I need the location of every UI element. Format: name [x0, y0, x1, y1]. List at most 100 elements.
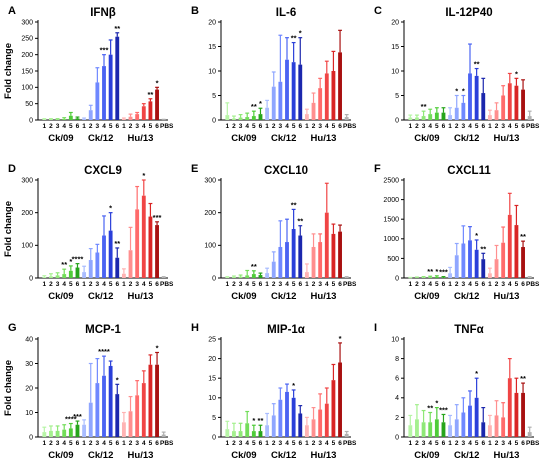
x-tick-label: 2	[89, 440, 93, 447]
x-tick-label: 4	[142, 281, 146, 288]
bar	[95, 82, 100, 120]
x-tick-label: 6	[521, 440, 525, 447]
y-tick-label: 10	[391, 68, 399, 75]
group-label: Ck/12	[454, 133, 479, 144]
bar	[148, 216, 153, 278]
bar	[527, 116, 532, 120]
bar	[311, 102, 316, 120]
bar	[291, 62, 296, 120]
x-tick-label: 1	[448, 440, 452, 447]
significance-marker: **	[520, 374, 526, 383]
y-tick-label: 25	[208, 336, 216, 343]
significance-marker: **	[427, 267, 433, 276]
y-tick-label: 50	[25, 101, 33, 108]
bar	[514, 225, 519, 278]
x-tick-label: 6	[338, 123, 342, 130]
bar	[141, 383, 146, 437]
x-tick-label: 5	[332, 440, 336, 447]
x-tick-label: 6	[76, 123, 80, 130]
group-label: Ck/12	[88, 291, 113, 302]
bar	[108, 230, 113, 278]
panel-letter: D	[8, 163, 16, 175]
x-tick-label: 2	[89, 123, 93, 130]
significance-marker: ***	[73, 412, 82, 421]
x-tick-label: 3	[318, 281, 322, 288]
bar	[494, 110, 499, 120]
bar	[527, 432, 532, 437]
group-label: Ck/09	[231, 291, 256, 302]
y-tick-label: 4	[395, 395, 399, 402]
bar	[311, 419, 316, 437]
bar	[232, 431, 236, 437]
bar	[55, 430, 60, 437]
x-tick-label: 4	[428, 281, 432, 288]
x-tick-label: PBS	[160, 123, 174, 130]
bar	[285, 242, 289, 278]
panel-letter: B	[191, 5, 199, 17]
bar	[285, 59, 289, 120]
x-tick-label: 6	[115, 281, 119, 288]
significance-marker: ***	[439, 268, 448, 277]
bar	[115, 394, 120, 437]
bar	[271, 261, 276, 278]
bar	[278, 246, 283, 278]
y-tick-label: 2500	[383, 177, 399, 184]
x-tick-label: 1	[122, 123, 126, 130]
bar	[88, 110, 93, 120]
bar	[415, 419, 419, 437]
significance-marker: *	[156, 78, 159, 87]
x-tick-label: 4	[325, 440, 329, 447]
significance-marker: *	[69, 257, 72, 266]
bar	[441, 112, 446, 120]
bar	[108, 365, 113, 437]
bar	[75, 118, 80, 120]
bar	[258, 431, 263, 437]
group-label: Hu/13	[494, 133, 520, 144]
x-tick-label: PBS	[526, 440, 540, 447]
bar	[494, 415, 499, 437]
bar	[468, 73, 472, 120]
significance-marker: *	[142, 171, 145, 180]
bar	[49, 430, 53, 437]
x-tick-label: 1	[305, 440, 309, 447]
group-label: Ck/12	[88, 450, 113, 461]
bar	[441, 277, 446, 278]
y-tick-label: 0	[395, 275, 399, 282]
bar	[128, 250, 133, 278]
bar	[344, 117, 349, 120]
y-tick-label: 10	[25, 410, 33, 417]
group-label: Ck/09	[231, 450, 256, 461]
bar	[481, 93, 486, 120]
panel-letter: E	[191, 163, 198, 175]
bar	[161, 277, 166, 278]
bar	[95, 383, 100, 437]
x-tick-label: 5	[292, 440, 296, 447]
x-tick-label: 6	[115, 123, 119, 130]
significance-marker: *	[156, 343, 159, 352]
bar	[527, 277, 532, 278]
significance-marker: *	[475, 369, 478, 378]
group-label: Ck/09	[414, 291, 439, 302]
significance-marker: **	[291, 200, 297, 209]
bar	[115, 257, 120, 278]
bar	[481, 259, 486, 278]
bar	[338, 362, 342, 437]
bar	[82, 119, 87, 120]
x-tick-label: 6	[442, 281, 446, 288]
bar	[474, 75, 479, 120]
bar	[141, 106, 146, 120]
bar	[55, 119, 60, 120]
significance-marker: *	[116, 375, 119, 384]
x-tick-label: 3	[135, 440, 139, 447]
x-tick-label: 2	[129, 440, 133, 447]
bar	[461, 243, 466, 278]
significance-marker: **	[297, 217, 303, 226]
bar	[62, 429, 67, 437]
bar	[128, 411, 133, 437]
group-label: Ck/12	[454, 450, 479, 461]
bar	[344, 277, 349, 278]
bar	[448, 115, 453, 120]
bar	[232, 277, 236, 278]
